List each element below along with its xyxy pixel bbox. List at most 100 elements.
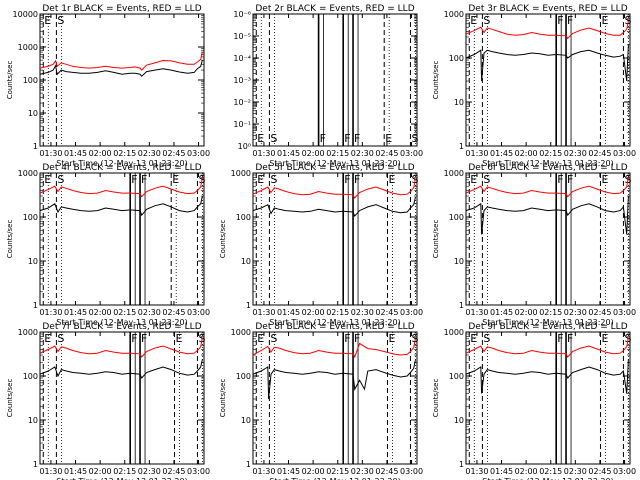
x-tick-label: 02:45 bbox=[588, 467, 611, 476]
x-tick-label: 02:45 bbox=[162, 149, 185, 158]
event-marker-label: F bbox=[141, 173, 147, 186]
event-marker-label: E bbox=[470, 14, 477, 27]
event-marker-label: S bbox=[483, 14, 490, 27]
event-marker-label: E bbox=[44, 332, 51, 345]
chart-title: Det 1r BLACK = Events, RED = LLD bbox=[42, 4, 201, 14]
event-marker-label: E bbox=[388, 173, 395, 186]
x-tick-label: 01:45 bbox=[64, 308, 87, 317]
series-line-events bbox=[465, 195, 629, 235]
y-tick-label: 1 bbox=[459, 460, 464, 469]
x-tick-label: 01:45 bbox=[490, 308, 513, 317]
chart-title: Det 7r BLACK = Events, RED = LLD bbox=[42, 322, 201, 332]
event-marker-label: F bbox=[557, 332, 563, 345]
x-tick-label: 02:30 bbox=[351, 467, 374, 476]
event-marker-label: S bbox=[57, 332, 64, 345]
y-tick-label: 100 bbox=[23, 372, 38, 381]
y-tick-label: 1000 bbox=[231, 169, 251, 178]
y-tick-label: 10⁻² bbox=[233, 98, 251, 107]
x-tick-label: 02:30 bbox=[351, 149, 374, 158]
x-tick-label: 02:45 bbox=[375, 467, 398, 476]
x-tick-label: 01:45 bbox=[277, 308, 300, 317]
x-axis-label: Start Time (12-May-13 01:23:20) bbox=[56, 159, 187, 168]
x-tick-label: 01:30 bbox=[39, 149, 62, 158]
y-tick-label: 10⁻⁶ bbox=[233, 10, 251, 19]
x-tick-label: 01:30 bbox=[39, 467, 62, 476]
x-axis-label: Start Time (12-May-13 01:23:20) bbox=[269, 318, 400, 327]
y-axis-label: Counts/sec bbox=[219, 379, 227, 418]
series-line-events bbox=[465, 44, 629, 82]
event-marker-label: E bbox=[257, 332, 264, 345]
x-axis-label: Start Time (12-May-13 01:23:20) bbox=[482, 318, 613, 327]
plot-frame bbox=[39, 331, 205, 465]
x-tick-label: 03:00 bbox=[187, 467, 210, 476]
event-marker-label: F bbox=[567, 14, 573, 27]
series-line-events bbox=[252, 197, 416, 218]
series-line-events bbox=[39, 195, 203, 217]
event-marker-label: F bbox=[567, 173, 573, 186]
chart-title: Det 6r BLACK = Events, RED = LLD bbox=[468, 163, 627, 173]
plot-frame bbox=[39, 172, 205, 306]
y-tick-label: 1000 bbox=[18, 43, 38, 52]
series-line-events bbox=[465, 359, 629, 394]
event-marker-label: F bbox=[557, 173, 563, 186]
x-tick-label: 02:30 bbox=[138, 467, 161, 476]
plot-frame bbox=[465, 13, 631, 147]
x-tick-label: 03:00 bbox=[613, 467, 636, 476]
y-tick-label: 100 bbox=[449, 54, 464, 63]
y-tick-label: 100 bbox=[236, 213, 251, 222]
x-tick-label: 02:15 bbox=[113, 467, 136, 476]
event-marker-label: E bbox=[44, 173, 51, 186]
y-tick-label: 100 bbox=[236, 372, 251, 381]
x-tick-label: 02:15 bbox=[326, 467, 349, 476]
x-tick-label: 02:15 bbox=[113, 308, 136, 317]
chart-panel-9: Det 9r BLACK = Events, RED = LLD 01:30 01:… bbox=[432, 322, 636, 480]
y-tick-label: 10000 bbox=[13, 10, 38, 19]
x-tick-label: 01:45 bbox=[277, 467, 300, 476]
y-tick-label: 1000 bbox=[444, 169, 464, 178]
y-tick-label: 100 bbox=[449, 372, 464, 381]
event-marker-label: E bbox=[257, 173, 264, 186]
y-tick-label: 1000 bbox=[444, 10, 464, 19]
y-tick-label: 1 bbox=[33, 301, 38, 310]
x-axis-label: Start Time (12-May-13 01:23:20) bbox=[482, 477, 613, 480]
x-tick-label: 02:15 bbox=[113, 149, 136, 158]
chart-title: Det 8r BLACK = Events, RED = LLD bbox=[255, 322, 414, 332]
x-tick-label: 02:00 bbox=[302, 308, 325, 317]
event-marker-label: E bbox=[470, 332, 477, 345]
x-tick-label: 02:00 bbox=[515, 467, 538, 476]
y-tick-label: 10 bbox=[454, 257, 464, 266]
y-axis-label: Counts/sec bbox=[6, 379, 14, 418]
y-tick-label: 10 bbox=[454, 416, 464, 425]
event-marker-label: F bbox=[131, 332, 137, 345]
x-tick-label: 01:30 bbox=[465, 308, 488, 317]
x-tick-label: 02:45 bbox=[162, 467, 185, 476]
plot-frame bbox=[39, 13, 205, 147]
x-tick-label: 02:30 bbox=[138, 308, 161, 317]
series-line-events bbox=[39, 359, 203, 379]
event-marker-label: F bbox=[557, 14, 563, 27]
y-axis-label: Counts/sec bbox=[432, 220, 440, 259]
x-tick-label: 02:30 bbox=[564, 308, 587, 317]
y-tick-label: 1000 bbox=[444, 328, 464, 337]
event-marker-label: S bbox=[270, 173, 277, 186]
x-tick-label: 02:15 bbox=[539, 308, 562, 317]
x-tick-label: 02:00 bbox=[302, 149, 325, 158]
event-marker-label: E bbox=[388, 332, 395, 345]
y-tick-label: 1 bbox=[33, 142, 38, 151]
event-marker-label: S bbox=[624, 14, 631, 27]
y-tick-label: 100 bbox=[23, 76, 38, 85]
x-axis-label: Start Time (12-May-13 01:23:20) bbox=[56, 318, 187, 327]
x-tick-label: 03:00 bbox=[613, 149, 636, 158]
x-tick-label: 01:45 bbox=[64, 149, 87, 158]
y-tick-label: 1 bbox=[246, 460, 251, 469]
y-tick-label: 1000 bbox=[18, 328, 38, 337]
y-tick-label: 10 bbox=[28, 416, 38, 425]
series-line-lld bbox=[252, 338, 416, 359]
chart-panel-5: Det 5r BLACK = Events, RED = LLD 01:30 01:… bbox=[219, 163, 423, 327]
y-tick-label: 10 bbox=[28, 257, 38, 266]
x-tick-label: 02:00 bbox=[89, 149, 112, 158]
y-tick-label: 1 bbox=[33, 460, 38, 469]
x-tick-label: 03:00 bbox=[400, 308, 423, 317]
x-tick-label: 03:00 bbox=[187, 308, 210, 317]
